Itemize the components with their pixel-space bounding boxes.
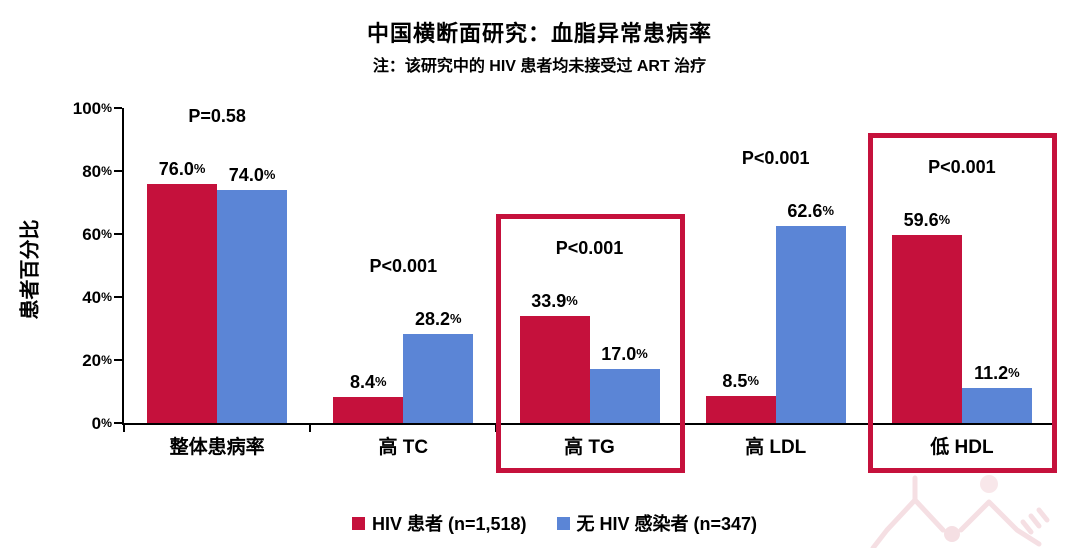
bar-hiv-patients	[705, 396, 776, 423]
y-tick-label: 60%	[82, 225, 112, 244]
percent-sign: %	[263, 166, 276, 182]
molecule-watermark-icon	[870, 475, 1050, 548]
legend-label: 无 HIV 感染者 (n=347)	[576, 514, 758, 534]
bar-non-hiv	[217, 189, 288, 423]
legend: HIV 患者 (n=1,518) 无 HIV 感染者 (n=347)	[0, 510, 1079, 536]
legend-item-non-hiv: 无 HIV 感染者 (n=347)	[556, 510, 758, 536]
p-value-label: P<0.001	[369, 256, 438, 277]
y-tick	[114, 422, 122, 424]
percent-sign: %	[375, 373, 387, 389]
value-label: 8.5%	[722, 371, 759, 392]
percent-sign: %	[101, 164, 112, 178]
y-tick	[114, 170, 122, 172]
bar-non-hiv	[961, 387, 1032, 423]
percent-sign: %	[450, 311, 462, 327]
percent-sign: %	[193, 160, 206, 176]
value-label: 62.6%	[787, 200, 834, 221]
y-tick-label: 0%	[91, 414, 112, 433]
category-label: 低 HDL	[930, 437, 994, 458]
y-tick	[114, 107, 122, 109]
legend-swatch	[556, 516, 570, 530]
category-label: 高 TG	[564, 437, 615, 458]
percent-sign: %	[566, 293, 578, 309]
percent-sign: %	[822, 202, 834, 218]
x-tick	[123, 425, 125, 432]
p-value-label: P=0.58	[188, 105, 246, 126]
value-label: 74.0%	[228, 164, 276, 185]
percent-sign: %	[1008, 364, 1020, 380]
y-tick-label: 100%	[72, 99, 112, 118]
highlight-box	[495, 214, 685, 473]
category-label: 高 TC	[378, 437, 429, 458]
percent-sign: %	[747, 373, 759, 389]
bar-hiv-patients	[147, 183, 218, 423]
bar-non-hiv	[589, 369, 660, 423]
y-tick-label: 80%	[82, 162, 112, 181]
percent-sign: %	[101, 101, 112, 115]
y-tick	[114, 359, 122, 361]
bar-non-hiv	[775, 225, 846, 423]
bar-hiv-patients	[333, 396, 404, 423]
p-value-label: P<0.001	[741, 147, 810, 168]
plot-area: 0% 20% 40% 60% 80% 100% 76.0% 74.0% P=0.58 整体患病率 8…	[73, 99, 1057, 473]
chart-title: 中国横断面研究：血脂异常患病率	[366, 21, 712, 46]
value-label: 11.2%	[974, 362, 1020, 383]
p-value-label: P<0.001	[928, 157, 996, 178]
category-label: 整体患病率	[169, 437, 265, 458]
y-tick	[114, 296, 122, 298]
category-label: 高 LDL	[745, 437, 807, 458]
y-tick	[114, 233, 122, 235]
value-label: 8.4%	[350, 371, 387, 392]
y-tick-label: 40%	[82, 288, 112, 307]
bar-hiv-patients	[519, 316, 590, 423]
chart-subtitle: 注：该研究中的 HIV 患者均未接受过 ART 治疗	[372, 58, 707, 75]
bar-hiv-patients	[891, 235, 962, 423]
percent-sign: %	[636, 346, 648, 362]
value-label: 76.0%	[158, 158, 206, 179]
x-tick	[309, 425, 311, 432]
value-label: 17.0%	[601, 344, 648, 365]
value-label: 28.2%	[415, 309, 462, 330]
p-value-label: P<0.001	[555, 238, 624, 259]
percent-sign: %	[101, 416, 112, 430]
bar-non-hiv	[403, 334, 474, 423]
legend-swatch	[351, 516, 365, 530]
legend-label: HIV 患者 (n=1,518)	[371, 514, 527, 534]
percent-sign: %	[938, 212, 951, 228]
legend-item-hiv: HIV 患者 (n=1,518)	[351, 510, 527, 536]
y-tick-label: 20%	[82, 351, 112, 370]
percent-sign: %	[101, 353, 112, 367]
value-label: 59.6%	[903, 210, 951, 231]
percent-sign: %	[101, 227, 112, 241]
percent-sign: %	[101, 290, 112, 304]
highlight-box	[867, 133, 1057, 473]
value-label: 33.9%	[531, 291, 578, 312]
y-axis-title: 患者百分比	[19, 219, 42, 320]
